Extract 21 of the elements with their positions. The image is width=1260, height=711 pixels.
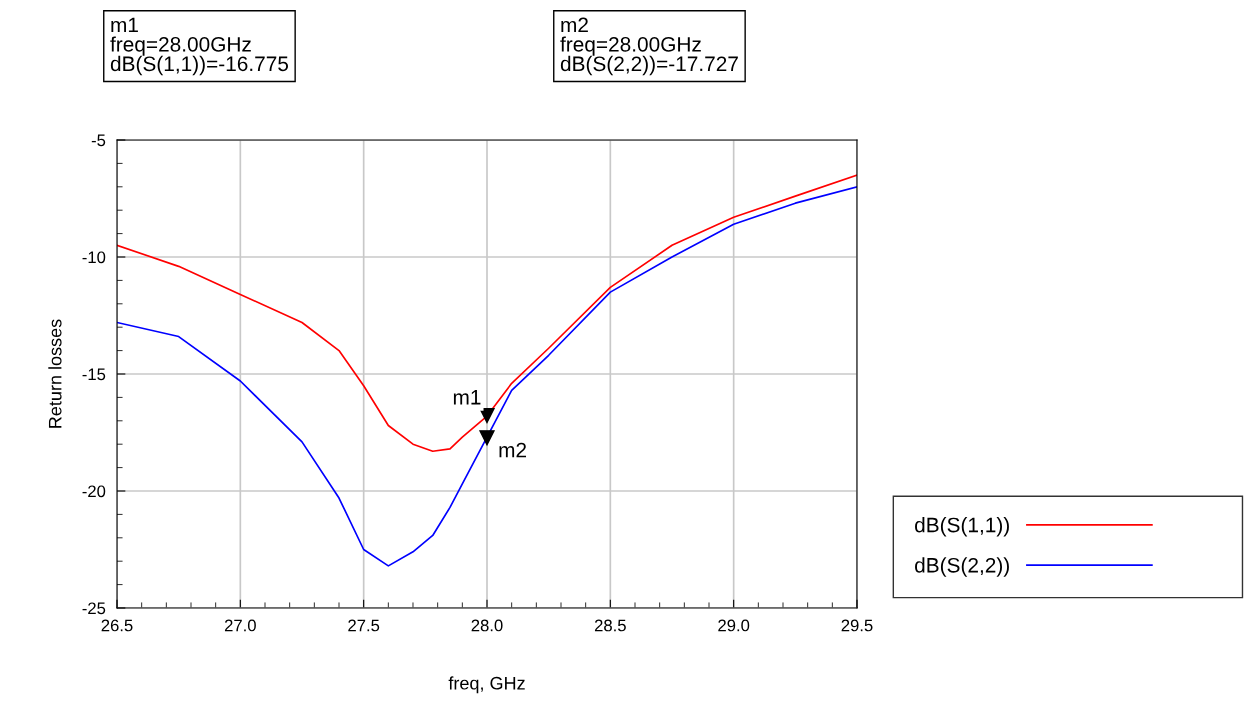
y-tick-label: -15 xyxy=(82,368,106,381)
x-tick-label: 29.0 xyxy=(718,619,750,632)
line-series xyxy=(117,185,857,567)
text: dB(S(1,1)) xyxy=(915,517,1009,537)
y-tick-label: -25 xyxy=(82,602,106,615)
x-tick-label: 29.5 xyxy=(841,619,873,632)
x-axis-title: freq, GHz xyxy=(448,676,525,694)
x-tick-label: 26.5 xyxy=(101,619,133,632)
x-tick-label: 28.5 xyxy=(594,619,626,632)
x-tick-label: 27.5 xyxy=(348,619,380,632)
y-tick-label: -20 xyxy=(82,485,106,498)
text: m1 freq=28.00GHz dB(S(1,1))=-16.775 xyxy=(110,17,289,76)
y-axis-title: Return losses xyxy=(48,319,62,428)
text: dB(S(2,2)) xyxy=(915,557,1009,577)
x-tick-label: 28.0 xyxy=(471,619,503,632)
annotation: m1 xyxy=(453,390,481,405)
y-tick-label: -5 xyxy=(91,134,106,147)
x-tick-label: 27.0 xyxy=(224,619,256,632)
annotation: m2 xyxy=(499,442,527,458)
text: m2 freq=28.00GHz dB(S(2,2))=-17.727 xyxy=(560,17,738,76)
y-tick-label: -10 xyxy=(82,251,106,264)
